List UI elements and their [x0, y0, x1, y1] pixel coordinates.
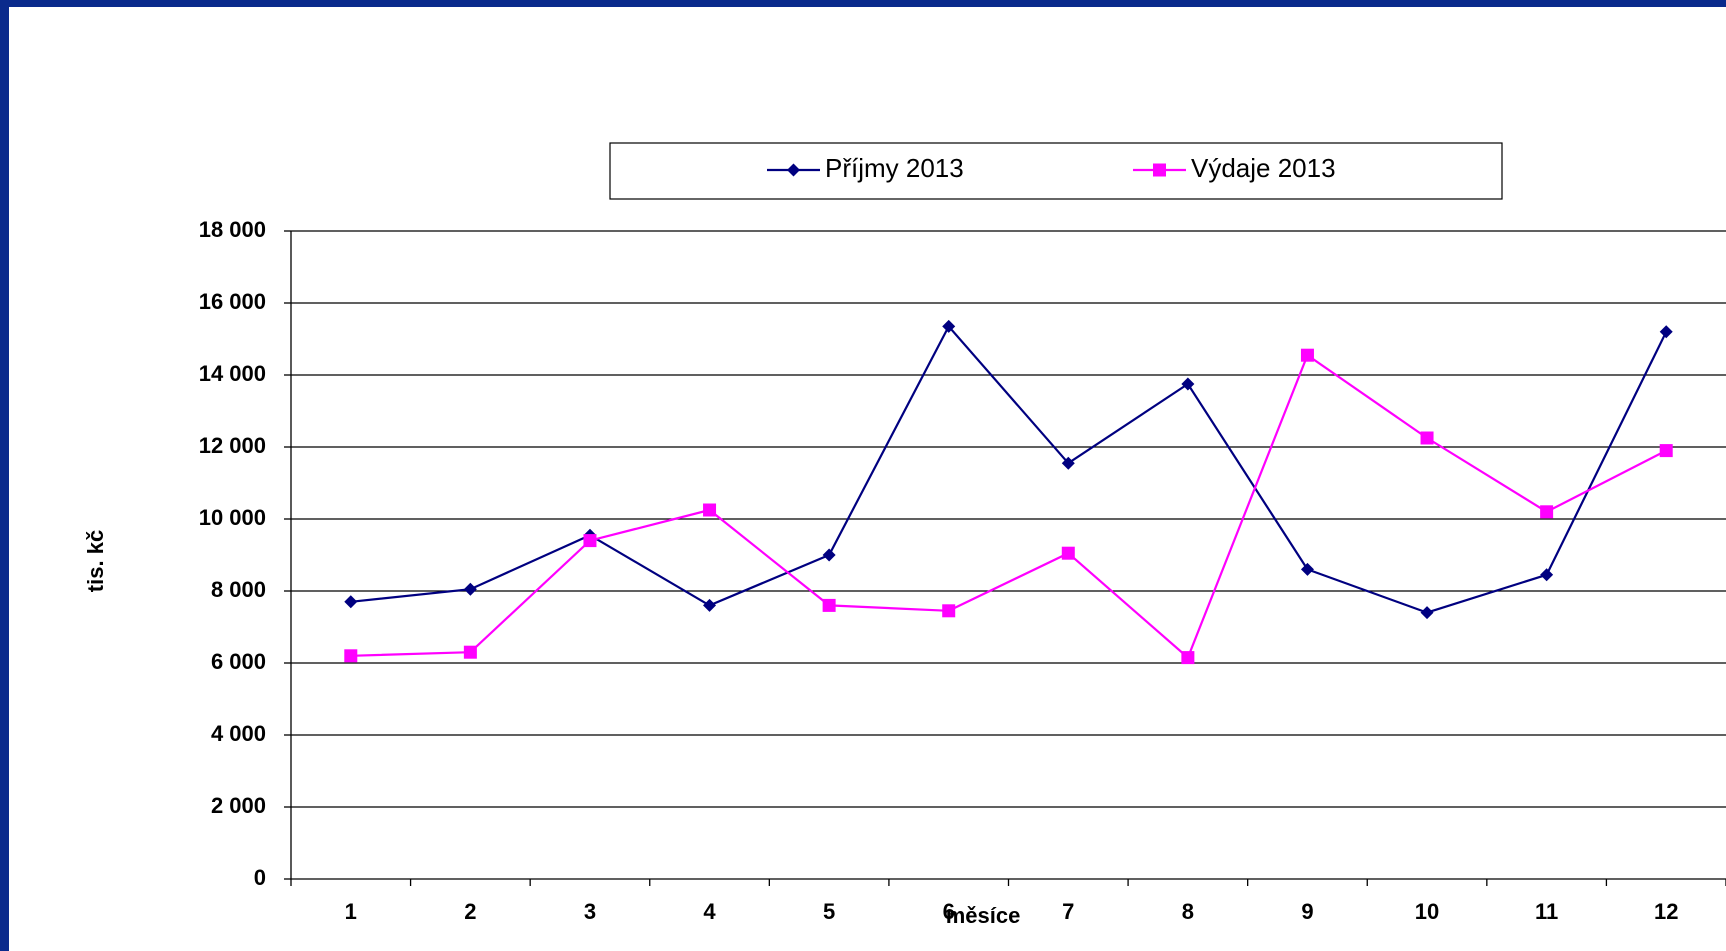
x-tick-label: 11	[1535, 899, 1558, 924]
data-point	[1181, 377, 1195, 391]
frame-left	[0, 0, 9, 951]
legend-label: Příjmy 2013	[825, 153, 964, 183]
legend-marker	[787, 163, 800, 177]
x-tick-label: 6	[943, 899, 955, 924]
data-point	[1061, 456, 1075, 470]
data-point	[703, 598, 717, 612]
y-tick-label: 18 000	[199, 217, 266, 242]
data-point	[1659, 444, 1673, 458]
y-tick-label: 6 000	[211, 649, 266, 674]
data-point	[1540, 568, 1554, 582]
x-tick-label: 10	[1415, 899, 1439, 924]
data-point	[1061, 546, 1075, 560]
data-point	[1300, 562, 1314, 576]
legend-marker	[1153, 163, 1166, 177]
x-tick-label: 9	[1301, 899, 1313, 924]
legend-box	[609, 142, 1503, 200]
data-point	[344, 649, 358, 663]
data-point	[942, 604, 956, 618]
data-point	[583, 534, 597, 548]
y-tick-label: 0	[254, 865, 266, 890]
y-tick-label: 2 000	[211, 793, 266, 818]
data-point	[942, 319, 956, 333]
data-point	[822, 548, 836, 562]
x-tick-label: 2	[464, 899, 476, 924]
x-tick-label: 1	[345, 899, 357, 924]
y-tick-label: 16 000	[199, 289, 266, 314]
x-tick-label: 4	[703, 899, 716, 924]
data-point	[1181, 651, 1195, 665]
data-point	[463, 582, 477, 596]
y-axis-label: tis. kč	[83, 530, 108, 592]
data-point	[1540, 505, 1554, 519]
data-point	[344, 595, 358, 609]
x-tick-label: 12	[1654, 899, 1678, 924]
x-axis-label: měsíce	[946, 903, 1021, 928]
y-tick-label: 4 000	[211, 721, 266, 746]
data-point	[822, 598, 836, 612]
data-point	[1300, 348, 1314, 362]
x-tick-label: 8	[1182, 899, 1194, 924]
legend-label: Výdaje 2013	[1191, 153, 1336, 183]
y-tick-label: 14 000	[199, 361, 266, 386]
data-point	[1420, 606, 1434, 620]
x-tick-label: 7	[1062, 899, 1074, 924]
data-point	[1420, 431, 1434, 445]
frame-top	[0, 0, 1726, 7]
y-tick-label: 8 000	[211, 577, 266, 602]
x-tick-label: 3	[584, 899, 596, 924]
y-tick-label: 12 000	[199, 433, 266, 458]
x-tick-label: 5	[823, 899, 835, 924]
data-point	[463, 645, 477, 659]
series-line	[350, 324, 1668, 614]
series-line	[350, 353, 1667, 660]
data-point	[703, 503, 717, 517]
y-tick-label: 10 000	[199, 505, 266, 530]
data-point	[1659, 325, 1673, 339]
